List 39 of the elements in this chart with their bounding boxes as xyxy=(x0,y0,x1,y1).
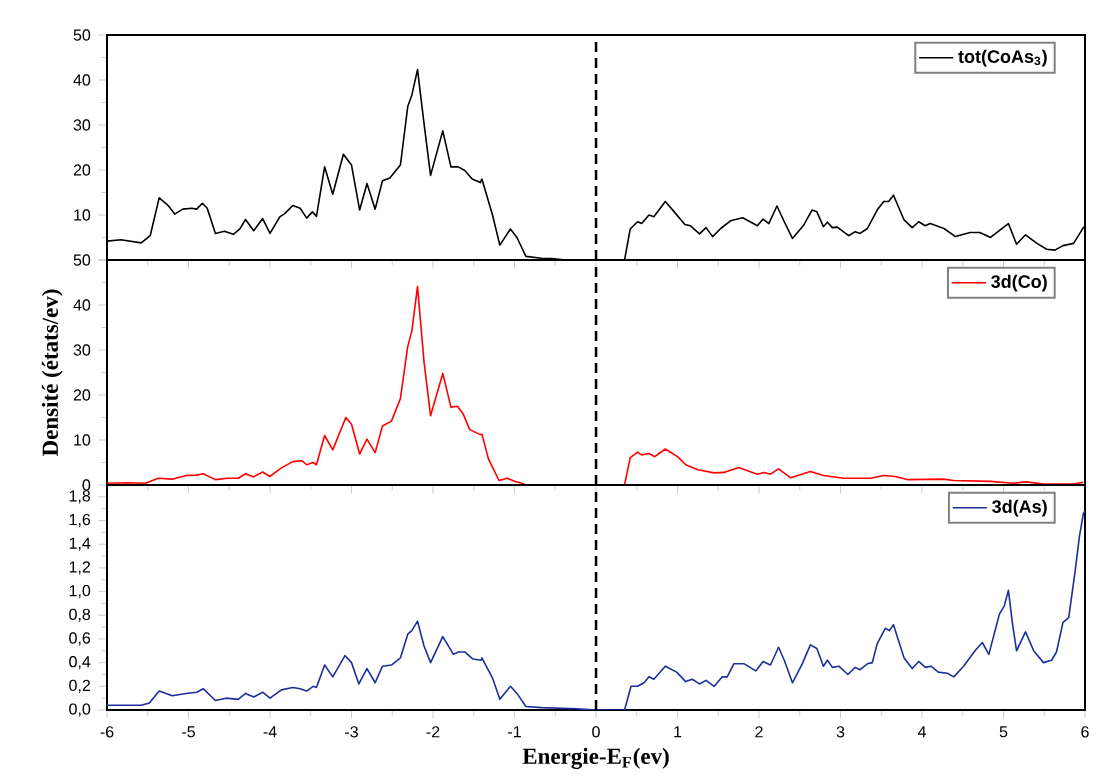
y-tick-label: 1,8 xyxy=(69,490,91,504)
x-tick-label: -6 xyxy=(100,726,114,738)
y-tick-label: 10 xyxy=(74,209,91,221)
x-axis-title: Energie-E$_{F}$(ev) xyxy=(522,747,669,769)
y-tick-label: 0,6 xyxy=(69,632,91,646)
y-tick-label: 1,0 xyxy=(69,584,91,599)
y-tick-label: 30 xyxy=(73,344,91,356)
x-tick-label: -4 xyxy=(263,726,277,738)
y-tick-label: 10 xyxy=(74,434,91,446)
x-tick-label: -3 xyxy=(345,726,358,738)
y-tick-label: 0,2 xyxy=(69,679,90,693)
x-tick-label: 0 xyxy=(592,726,600,738)
y-tick-label: 0,8 xyxy=(69,608,91,622)
x-tick-label: 2 xyxy=(755,726,763,738)
y-tick-label: 1,6 xyxy=(69,513,91,528)
x-tick-label: 6 xyxy=(1081,726,1089,738)
x-tick-label: 3 xyxy=(836,726,845,738)
y-tick-label: 40 xyxy=(73,74,91,86)
x-tick-label: -1 xyxy=(508,726,521,738)
y-axis-title: Densité (états/ev) xyxy=(41,289,63,457)
x-tick-label: 5 xyxy=(999,726,1008,738)
y-tick-label: 1,2 xyxy=(69,561,90,575)
y-tick-label: 30 xyxy=(73,119,91,131)
x-tick-label: 4 xyxy=(917,726,926,738)
y-tick-label: 1,4 xyxy=(69,537,91,551)
legend-label: 3d(Co) xyxy=(991,274,1047,292)
y-tick-label: 0,4 xyxy=(69,656,91,670)
y-tick-label: 50 xyxy=(73,29,91,41)
x-tick-label: -5 xyxy=(182,726,195,738)
y-tick-label: 0 xyxy=(82,479,91,491)
x-tick-label: 1 xyxy=(674,726,682,738)
y-tick-label: 0,0 xyxy=(69,703,91,717)
legend-label: tot(CoAs$_{3}$) xyxy=(958,49,1047,67)
y-tick-label: 50 xyxy=(73,254,91,266)
y-tick-label: 20 xyxy=(73,164,91,176)
legend-label: 3d(As) xyxy=(992,499,1047,517)
y-tick-label: 20 xyxy=(73,389,91,401)
x-tick-label: -2 xyxy=(426,726,440,738)
y-tick-label: 40 xyxy=(73,299,91,311)
